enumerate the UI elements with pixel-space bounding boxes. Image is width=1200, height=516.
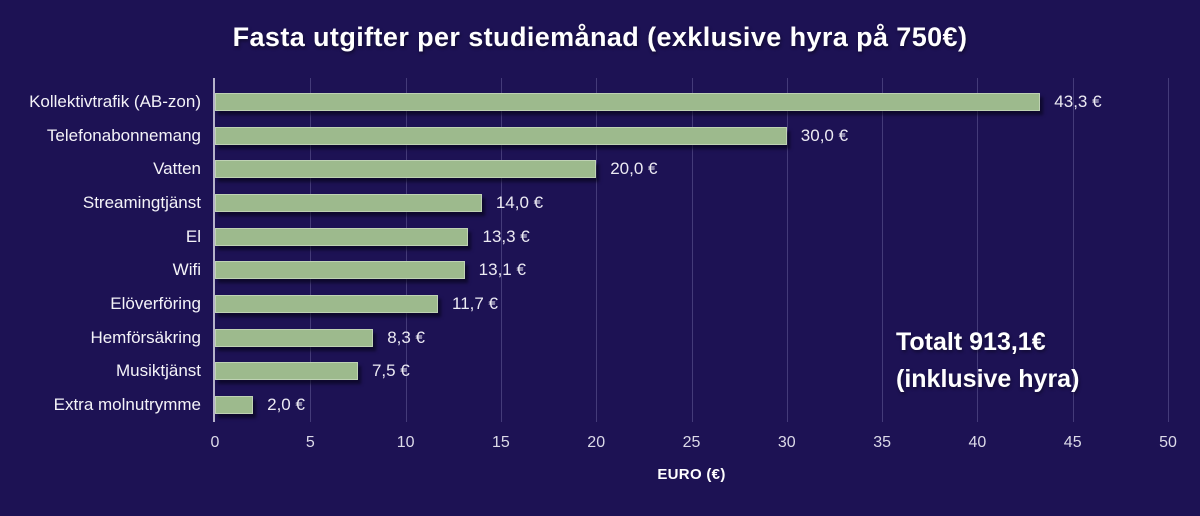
gridline-35 (882, 78, 884, 422)
value-label: 43,3 € (1054, 91, 1102, 111)
x-tick-label: 50 (1159, 434, 1177, 451)
bar (215, 362, 358, 381)
value-label: 7,5 € (371, 361, 410, 381)
x-axis-label: EURO (€) (657, 466, 726, 483)
category-label: Vatten (153, 159, 201, 179)
bar-row: Elöverföring 11,7 € (110, 287, 1168, 321)
value-label: 14,0 € (495, 192, 544, 212)
total-annotation-line2: (inklusive hyra) (896, 365, 1080, 393)
gridline-25 (691, 78, 693, 422)
bar (215, 160, 597, 179)
category-label: Elöverföring (110, 293, 201, 313)
category-label: Wifi (172, 260, 201, 280)
value-label: 13,1 € (478, 260, 526, 280)
category-label: Musiktjänst (115, 361, 201, 381)
category-label: Telefonabonnemang (46, 125, 201, 145)
value-label: 11,7 € (452, 293, 499, 313)
value-label: 20,0 € (610, 159, 658, 179)
x-tick-label: 30 (777, 434, 796, 451)
bar (215, 328, 374, 347)
gridline-50 (1168, 78, 1169, 422)
x-tick-label: 10 (396, 434, 415, 451)
category-label: Kollektivtrafik (AB-zon) (29, 91, 201, 111)
bar (215, 294, 438, 313)
bar-row: Wifi 13,1 € (173, 253, 1168, 287)
x-tick-label: 0 (210, 434, 220, 451)
bar (215, 396, 254, 415)
gridline-30 (786, 78, 788, 422)
value-label: 2,0 € (267, 395, 305, 415)
x-tick-label: 15 (491, 434, 510, 451)
gridline-40 (977, 78, 979, 422)
x-axis-ticks: 0 5 10 15 20 25 30 35 40 45 50 (211, 422, 1177, 452)
bar-row: Telefonabonnemang 30,0 € (47, 119, 1168, 153)
bar-row: Hemförsäkring 8,3 € (90, 321, 1168, 355)
x-tick-label: 20 (587, 434, 606, 451)
bar (215, 92, 1041, 111)
gridline-10 (405, 78, 407, 422)
x-tick-label: 45 (1063, 434, 1082, 451)
total-annotation: Totalt 913,1€ (inklusive hyra) (896, 324, 1079, 398)
bar-row: Extra molnutrymme 2,0 € (54, 388, 1168, 422)
x-tick-label: 25 (682, 434, 701, 451)
value-label: 8,3 € (387, 327, 425, 347)
bar (215, 126, 787, 145)
bar-row: El 13,3 € (186, 220, 1168, 254)
x-tick-label: 35 (873, 434, 891, 451)
bar-row: Vatten 20,0 € (153, 152, 1168, 186)
plot-area: Kollektivtrafik (AB-zon) 43,3 € Telefonabo… (29, 78, 1177, 483)
total-annotation-line1: Totalt 913,1€ (896, 328, 1046, 356)
bar (215, 227, 469, 246)
category-label: Streamingtjänst (82, 192, 201, 212)
bar-row: Kollektivtrafik (AB-zon) 43,3 € (29, 85, 1168, 119)
category-label: Extra molnutrymme (53, 395, 201, 415)
gridline-15 (500, 78, 502, 422)
category-label: El (185, 226, 201, 246)
gridline-45 (1072, 78, 1074, 422)
bar-rows: Kollektivtrafik (AB-zon) 43,3 € Telefonabo… (29, 78, 1168, 422)
value-label: 13,3 € (482, 226, 530, 246)
chart-title: Fasta utgifter per studiemånad (exklusiv… (232, 22, 968, 52)
value-label: 30,0 € (800, 125, 849, 145)
x-tick-label: 40 (968, 434, 987, 451)
gridline-5 (310, 78, 312, 422)
bar-row: Streamingtjänst 14,0 € (83, 186, 1168, 220)
x-tick-label: 5 (305, 434, 315, 451)
bar-row: Musiktjänst 7,5 € (116, 355, 1168, 389)
bar (215, 261, 465, 280)
category-label: Hemförsäkring (90, 327, 201, 347)
gridline-20 (596, 78, 598, 422)
bar (215, 193, 482, 212)
